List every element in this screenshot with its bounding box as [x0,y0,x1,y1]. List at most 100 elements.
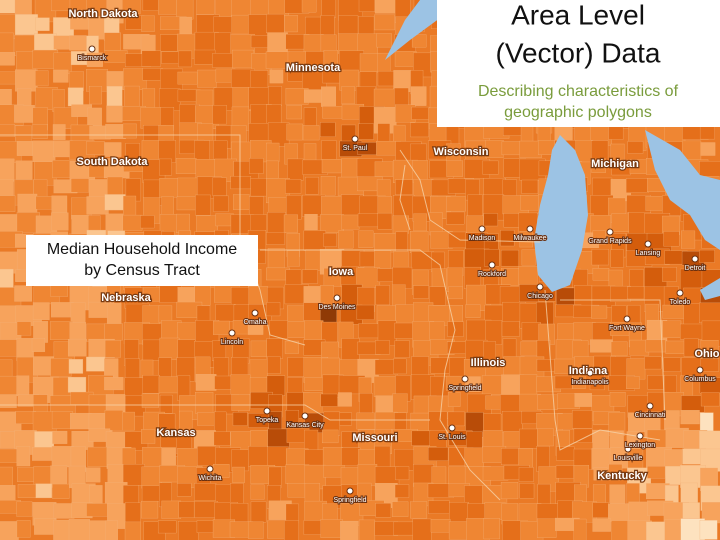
tract [86,141,105,155]
city-marker [263,407,271,415]
tract [592,518,611,532]
tract [395,231,408,252]
tract [501,411,523,433]
tract [395,466,410,481]
tract [194,483,217,501]
tract [430,357,452,374]
tract [177,71,198,85]
tract [285,503,299,524]
tract [500,230,515,247]
tract [142,305,160,326]
city-marker [691,255,699,263]
city-marker [206,465,214,473]
tract [430,519,451,533]
lake-superior [385,0,440,60]
city-marker [623,315,631,323]
tract [501,321,520,337]
border [260,249,501,501]
city-marker [251,309,259,317]
tract [32,140,56,162]
tract [124,521,141,540]
tract [104,142,122,157]
tract [233,194,250,210]
tract [16,520,31,538]
tract [213,320,230,335]
legend-text: by Census Tract [84,262,200,279]
tract [215,304,236,322]
tract [213,431,231,446]
tract [483,413,502,433]
city-label: Madison [469,235,496,242]
tract [0,394,17,408]
tract [250,484,265,500]
tract [53,69,69,83]
city-marker [624,445,632,453]
tract [52,124,66,140]
tract [141,500,159,519]
tract [465,376,481,392]
city-label: Des Moines [319,304,356,311]
city-marker [351,135,359,143]
city-label: Springfield [333,497,366,504]
tract [301,269,318,284]
tract [338,15,359,35]
city-label: Rockford [478,271,506,278]
tract [249,158,264,174]
tract [573,428,593,443]
tract [175,158,197,174]
tract [141,485,162,502]
tract [106,86,123,108]
tract [644,356,662,370]
tract [230,176,252,190]
tract [266,232,285,245]
tract [285,269,302,286]
tract [213,140,228,160]
tract [142,68,163,81]
tract [592,230,606,245]
tract [664,519,681,540]
tract [89,485,103,504]
city-marker [333,294,341,302]
tract [428,447,449,461]
border [399,164,411,231]
tract [70,178,90,193]
border [560,299,666,421]
tract [320,176,336,196]
tract [213,195,229,212]
tract [247,521,264,539]
tract [213,464,230,478]
tract [53,503,75,519]
tract [395,179,413,195]
tract [140,215,155,229]
tract [305,176,319,195]
tract [266,13,285,34]
tract [572,410,593,429]
tract [248,446,268,467]
lake-huron [645,130,720,250]
tract [411,34,427,48]
tract [609,392,626,407]
state-label: North Dakota [68,8,138,20]
tract [375,285,390,306]
tract [231,49,255,69]
tract [447,321,464,337]
tract [322,429,339,444]
city-label: Lansing [636,250,661,257]
tract [304,377,326,391]
city-marker [676,289,684,297]
tract [51,446,74,468]
tract [176,213,190,233]
state-label: Michigan [591,158,639,170]
tract [15,160,33,180]
city-label: Chicago [527,293,553,300]
tract [232,412,248,426]
state-label: Illinois [471,357,506,369]
city-marker [301,412,309,420]
tract [700,392,720,407]
tract [304,214,318,231]
city-marker [526,225,534,233]
city-marker [478,225,486,233]
tract [662,304,685,319]
tract [393,195,415,219]
tract [104,194,126,211]
